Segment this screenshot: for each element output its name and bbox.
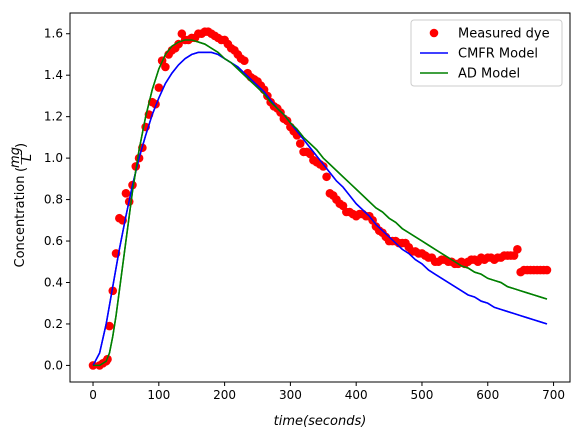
axes-frame [69, 12, 571, 383]
x-tick-label: 500 [411, 388, 434, 402]
data-point-measured-dye-63 [295, 139, 305, 148]
data-point-measured-dye-46 [240, 56, 249, 65]
x-tick-label: 0 [89, 388, 97, 402]
data-point-measured-dye-10 [121, 189, 131, 198]
y-tick-label: 1.4 [44, 68, 63, 82]
x-tick-label: 700 [542, 388, 565, 402]
y-tick-label: 0.4 [44, 275, 63, 289]
y-tick-label: 0.2 [44, 317, 63, 331]
x-tick-label: 300 [279, 388, 302, 402]
y-axis-label-denominator: L [20, 154, 35, 161]
y-axis-label-paren-left: ( [14, 167, 29, 172]
y-axis-label-text: Concentration [13, 176, 28, 268]
data-point-measured-dye-70 [318, 162, 328, 171]
data-point-measured-dye-22 [161, 62, 170, 72]
y-tick-label: 1.2 [44, 110, 63, 124]
legend-label-measured-dye: Measured dye [458, 27, 550, 42]
series-line-top-ad-model [93, 39, 548, 367]
y-axis-label: Concentration ( mg L ) [8, 143, 35, 268]
data-point-measured-dye-71 [322, 172, 331, 182]
x-ticks: 0 100 200 300 400 500 600 700 [89, 382, 565, 402]
x-tick-label: 100 [147, 388, 170, 402]
data-point-measured-dye-20 [154, 83, 164, 92]
legend-box [410, 19, 563, 87]
data-point-measured-dye-5 [105, 321, 114, 331]
x-tick-label: 400 [345, 388, 368, 402]
series-line-top-cmfr-model [92, 51, 548, 366]
y-axis-label-paren-right: ) [14, 143, 29, 148]
series-line-cmfr-model [92, 51, 548, 366]
data-point-measured-dye-129 [513, 245, 522, 254]
legend-label-ad-model: AD Model [458, 67, 520, 82]
plot-area [88, 27, 552, 370]
y-tick-label: 1.6 [44, 27, 63, 41]
y-tick-label: 0.0 [44, 358, 63, 372]
x-tick-label: 200 [213, 388, 236, 402]
data-point-measured-dye-138 [542, 265, 552, 275]
legend: Measured dye CMFR Model AD Model [410, 19, 563, 87]
legend-label-cmfr-model: CMFR Model [458, 47, 538, 62]
x-axis-label: time(seconds) [274, 414, 367, 429]
x-tick-label: 600 [476, 388, 499, 402]
y-axis-label-numerator: mg [8, 147, 23, 168]
y-tick-label: 0.6 [44, 234, 63, 248]
y-tick-label: 1.0 [44, 151, 63, 165]
y-tick-label: 0.8 [44, 193, 63, 207]
y-ticks: 0.0 0.2 0.4 0.6 0.8 1.0 1.2 1.4 1.6 [44, 27, 70, 372]
legend-marker-measured-dye [429, 28, 439, 38]
